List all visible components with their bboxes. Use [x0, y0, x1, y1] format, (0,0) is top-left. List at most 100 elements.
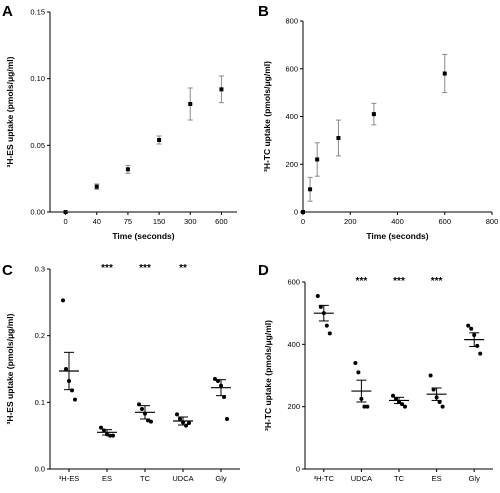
panel-b-letter: B [258, 3, 269, 20]
chart-a: 0.00 0.05 0.10 0.15 0 40 75 150 300 600 Time (seco… [5, 8, 237, 241]
x-tick-label: 400 [391, 217, 404, 226]
significance-label: *** [393, 276, 405, 287]
data-point [157, 138, 162, 142]
y-axis-title: ³H-ES uptake (pmols/μg/ml) [5, 313, 15, 424]
chart-c: 0.0 0.1 0.2 0.3 ³H-ES ES TC UDCA Gly ³H-ES uptake… [5, 263, 240, 483]
data-point [478, 351, 483, 356]
data-point [327, 331, 332, 336]
data-point [469, 326, 474, 331]
y-tick-label: 0.00 [30, 208, 45, 217]
panel-a-letter: A [2, 3, 13, 20]
chart-d: 0 200 400 600 ³H-TC UDCA TC ES Gly ³H-TC uptake (… [263, 276, 493, 483]
x-tick-label: TC [140, 474, 151, 483]
y-tick-label: 600 [285, 64, 298, 73]
data-point [175, 412, 179, 417]
data-point [466, 323, 471, 328]
panel-d: D 0 200 400 600 ³H-TC UDCA TC ES Gly ³H-TC uptake… [258, 262, 493, 483]
y-tick-label: 200 [287, 402, 300, 411]
data-point [140, 407, 144, 411]
significance-label: *** [431, 276, 443, 287]
y-tick-label: 0.05 [30, 141, 45, 150]
data-point [353, 361, 358, 366]
data-point [94, 184, 99, 189]
data-point [149, 419, 153, 424]
data-point [188, 102, 193, 106]
y-tick-label: 0.1 [35, 398, 45, 407]
data-point [301, 210, 305, 214]
x-tick-label: ES [432, 474, 442, 483]
y-tick-label: 0.15 [30, 8, 45, 17]
y-tick-label: 0 [296, 465, 300, 474]
data-point [362, 404, 367, 409]
y-tick-label: 0.10 [30, 74, 45, 83]
data-point [178, 417, 182, 421]
y-tick-label: 200 [285, 160, 298, 169]
data-point [315, 157, 320, 162]
data-point [437, 399, 442, 404]
data-point [63, 210, 68, 214]
panel-b: B 0 200 400 600 800 0 200 400 600 800 Time (second… [258, 3, 498, 241]
data-point [324, 323, 329, 328]
x-tick-label: ³H-TC [314, 474, 335, 483]
x-tick-label: Gly [215, 474, 227, 483]
y-axis-title: ³H-TC uptake (pmols/μg/ml) [263, 320, 273, 431]
data-point [111, 433, 115, 438]
x-tick-label: TC [394, 474, 405, 483]
data-point [61, 298, 65, 303]
data-point [184, 423, 188, 428]
y-tick-label: 0.0 [35, 465, 45, 474]
y-tick-label: 0.3 [35, 265, 45, 274]
data-point [475, 343, 480, 348]
x-tick-label: 0 [301, 217, 305, 226]
significance-label: *** [139, 263, 151, 274]
significance-label: ** [179, 263, 187, 274]
data-point [315, 294, 320, 299]
significance-label: *** [101, 263, 113, 274]
data-point [336, 135, 341, 140]
data-point [125, 167, 130, 172]
y-tick-label: 600 [287, 278, 300, 287]
data-point [428, 373, 433, 378]
data-point [308, 187, 313, 192]
data-point [70, 388, 74, 393]
x-tick-label: ³H-ES [59, 474, 79, 483]
data-point [99, 425, 103, 430]
x-tick-label: 75 [124, 217, 132, 226]
panel-c-letter: C [2, 262, 13, 279]
data-point [365, 404, 370, 409]
data-point [391, 393, 395, 398]
panel-a: A 0.00 0.05 0.10 0.15 0 40 75 150 300 600 Time (se… [2, 3, 237, 241]
x-axis-title: Time (seconds) [112, 231, 174, 241]
data-point [442, 71, 447, 76]
data-point [187, 421, 191, 425]
data-point [225, 417, 229, 421]
data-point [403, 404, 407, 409]
y-tick-label: 800 [285, 17, 298, 26]
x-tick-label: 200 [344, 217, 357, 226]
x-tick-label: 600 [215, 217, 228, 226]
y-axis-title: ³H-TC uptake (pmols/μg/ml) [262, 61, 272, 172]
x-tick-label: 150 [153, 217, 166, 226]
x-tick-label: 0 [63, 217, 67, 226]
panel-d-letter: D [258, 262, 269, 279]
x-tick-label: ES [102, 474, 112, 483]
data-point [219, 87, 224, 92]
y-tick-label: 400 [285, 112, 298, 121]
panel-c: C 0.0 0.1 0.2 0.3 ³H-ES ES TC UDCA Gly ³H-ES upta… [2, 262, 240, 483]
x-tick-label: UDCA [351, 474, 372, 483]
data-point [356, 370, 361, 375]
x-axis-title: Time (seconds) [366, 231, 428, 241]
y-tick-label: 400 [287, 340, 300, 349]
x-tick-label: UDCA [172, 474, 193, 483]
data-point [371, 112, 376, 117]
y-tick-label: 0 [294, 208, 298, 217]
x-tick-label: 40 [93, 217, 101, 226]
data-point [64, 367, 68, 371]
data-point [431, 387, 436, 392]
data-point [318, 304, 323, 309]
y-tick-label: 0.2 [35, 331, 45, 340]
x-tick-label: 800 [486, 217, 499, 226]
x-tick-label: 300 [184, 217, 197, 226]
significance-label: *** [356, 276, 368, 287]
x-tick-label: Gly [469, 474, 481, 483]
